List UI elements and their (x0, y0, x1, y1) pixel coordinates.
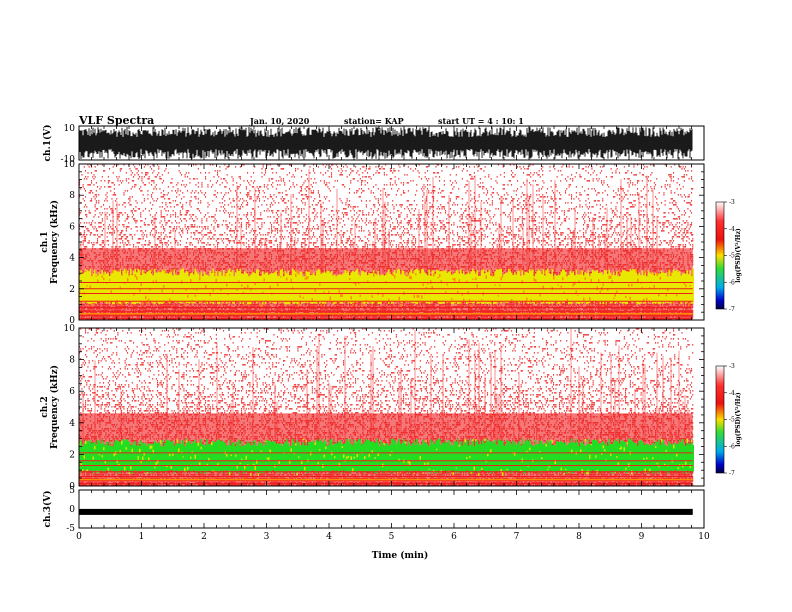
x-tick-label: 2 (201, 532, 207, 542)
date-label: Jan. 10, 2020 (250, 116, 310, 126)
ch1-colorbar-tick-label: -5 (729, 253, 735, 260)
ch1-activity-band (79, 268, 694, 305)
ch2-colorbar-tick-label: -3 (729, 363, 735, 370)
x-tick-label: 10 (698, 532, 710, 542)
ch1-channel-label: ch.1 (40, 231, 50, 252)
ch2-colorbar-tick-label: -4 (729, 390, 735, 397)
ch1-colorbar-tick-label: -7 (729, 306, 735, 313)
x-tick-label: 7 (514, 532, 520, 542)
ch2-y-axis-label: Frequency (kHz) (49, 365, 60, 449)
ch1-colorbar-tick-label: -6 (729, 279, 735, 286)
ch2-y-tick-label: 2 (69, 450, 75, 460)
ch2-colorbar-label: log(PSD)(V²/Hz) (735, 392, 742, 447)
ch3-y-tick-label: -5 (66, 524, 75, 534)
ch2-colorbar-tick-label: -6 (729, 443, 735, 450)
ch2-y-tick-label: 0 (69, 482, 75, 492)
x-tick-label: 0 (76, 532, 82, 542)
ch2-noise (79, 328, 694, 486)
ch3-waveform-trace (79, 508, 693, 515)
station-label: station= KAP (344, 116, 404, 126)
ch3-y-tick-label: 0 (69, 505, 75, 515)
ch1-y-tick-label: 10 (64, 160, 76, 170)
x-tick-label: 6 (451, 532, 457, 542)
ch3-y-tick-label: 5 (69, 486, 75, 496)
ch1-y-tick-label: -10 (61, 155, 76, 165)
x-tick-label: 3 (264, 532, 270, 542)
ch1-y-tick-label: 8 (69, 191, 75, 201)
ch1-y-axis-label: Frequency (kHz) (49, 200, 60, 284)
ch1-colorbar (715, 201, 725, 310)
ch1-colorbar-tick-label: -3 (729, 199, 735, 206)
start-time-label: start UT = 4 : 10: 1 (438, 116, 524, 126)
chart-title: VLF Spectra (79, 114, 155, 127)
ch3-y-axis-label: ch.3(V) (42, 491, 53, 528)
ch1-y-tick-label: 2 (69, 285, 75, 295)
ch2-colorbar-tick-label: -5 (729, 417, 735, 424)
ch1-y-tick-label: 0 (69, 316, 75, 326)
x-tick-label: 4 (326, 532, 332, 542)
x-tick-label: 1 (139, 532, 145, 542)
x-tick-label: 8 (576, 532, 582, 542)
ch2-y-tick-label: 4 (69, 419, 75, 429)
ch2-y-tick-label: 10 (64, 324, 76, 334)
ch2-activity-band (79, 438, 694, 474)
ch1-y-axis-label: ch.1(V) (42, 125, 53, 162)
x-tick-label: 5 (389, 532, 395, 542)
ch1-waveform-trace (79, 127, 693, 159)
ch1-y-tick-label: 4 (69, 254, 75, 264)
ch1-y-tick-label: 10 (64, 124, 76, 134)
ch1-colorbar-label: log(PSD)(V²/Hz) (735, 228, 742, 283)
ch2-band-texture (79, 438, 693, 477)
ch1-y-tick-label: 6 (69, 222, 75, 232)
ch1-colorbar-tick-label: -4 (729, 226, 735, 233)
ch2-colorbar (715, 365, 725, 474)
ch2-y-tick-label: 6 (69, 387, 75, 397)
ch2-y-tick-label: 8 (69, 356, 75, 366)
ch2-colorbar-tick-label: -7 (729, 470, 735, 477)
x-tick-label: 9 (639, 532, 645, 542)
ch2-channel-label: ch.2 (40, 396, 50, 417)
x-axis-label: Time (min) (372, 550, 429, 561)
